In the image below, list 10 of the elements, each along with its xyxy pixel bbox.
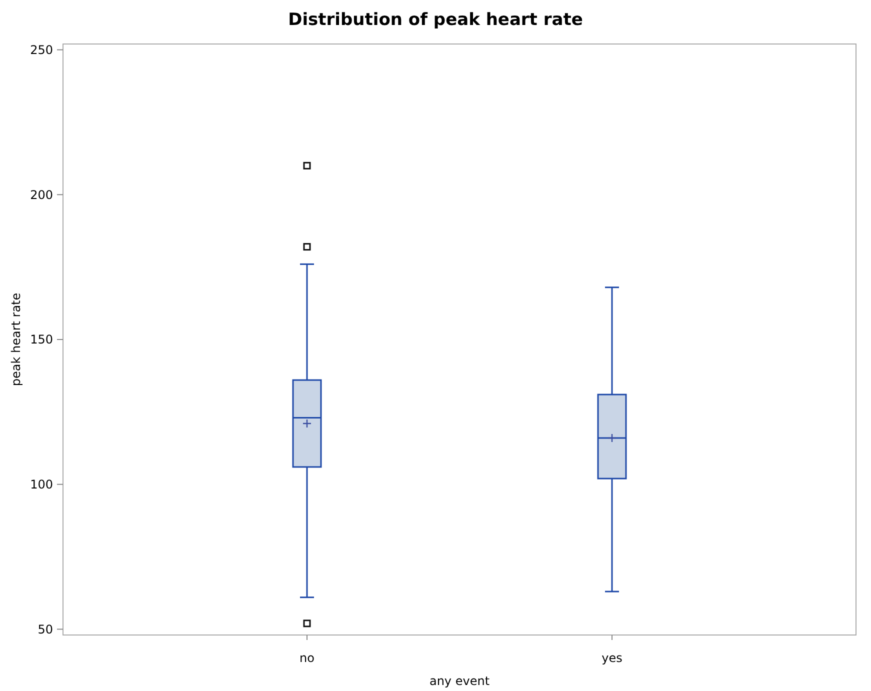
y-axis-title: peak heart rate: [9, 292, 23, 386]
y-tick-label: 50: [38, 622, 53, 636]
x-tick-label: no: [300, 651, 314, 665]
y-tick-label: 100: [30, 478, 53, 492]
y-tick-label: 250: [30, 42, 53, 57]
chart-title: Distribution of peak heart rate: [288, 10, 583, 30]
x-tick-label: yes: [602, 651, 622, 665]
x-axis-title: any event: [429, 674, 490, 688]
y-tick-label: 200: [30, 188, 53, 202]
y-tick-label: 150: [30, 332, 53, 347]
